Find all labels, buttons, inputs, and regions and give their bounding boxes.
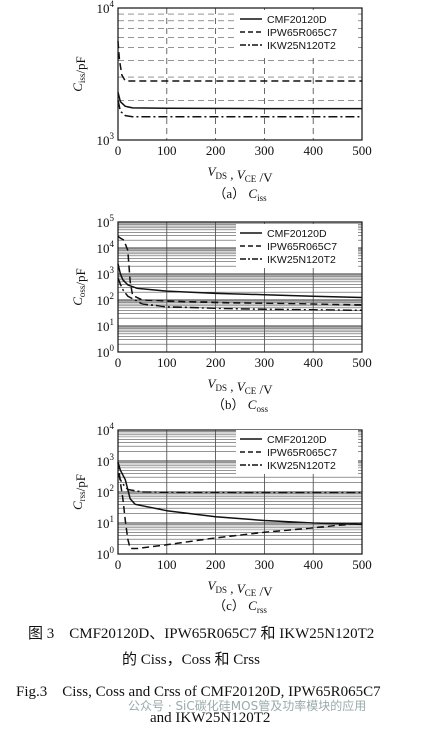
y-tick-label: 100 [97, 343, 115, 360]
x-tick-label: 300 [255, 143, 275, 158]
x-tick-label: 200 [206, 557, 226, 572]
series-line-ipw65r065c7 [117, 41, 362, 82]
x-tick-label: 200 [206, 143, 226, 158]
plot-frame [117, 7, 363, 141]
x-tick-label: 100 [157, 557, 177, 572]
x-tick-label: 300 [255, 557, 275, 572]
legend-label: IKW25N120T2 [267, 40, 336, 52]
caption-en-line2: and IKW25N120T2 [150, 710, 271, 726]
x-tick-label: 400 [303, 355, 323, 370]
y-tick-label: 102 [97, 483, 115, 500]
y-tick-label: 104 [97, 0, 115, 16]
caption-en-line1: Fig.3 Ciss, Coss and Crss of CMF20120D, … [16, 684, 381, 700]
chart-crss: 0 100 200 300 400 500100101102103104Crss/pFVD… [70, 421, 372, 615]
x-tick-label: 300 [255, 355, 275, 370]
x-tick-label: 400 [303, 143, 323, 158]
watermark-text: 公众号 · SiC碳化硅MOS管及功率模块的应用 [128, 699, 367, 713]
plot-frame [117, 221, 363, 353]
x-tick-label: 0 [115, 143, 122, 158]
series-line-ikw25n120t2 [117, 100, 362, 118]
legend-label: IKW25N120T2 [267, 254, 336, 266]
chart-ciss: 0 100 200 300 400 500 103 104 Ciss/pF VDS , VCE /… [70, 0, 372, 203]
x-tick-label: 500 [352, 355, 372, 370]
y-tick-label: 101 [97, 317, 115, 334]
series-line-ipw65r065c7 [117, 235, 363, 306]
y-axis-label: Crss/pF [70, 474, 88, 510]
x-tick-label: 100 [157, 143, 177, 158]
series-line-cmf20120d [117, 263, 363, 299]
y-tick-label: 103 [97, 131, 115, 148]
chart-coss: 0 100 200 300 400 500100101102103104105Coss/p… [70, 213, 372, 414]
y-axis-label: Ciss/pF [70, 56, 88, 92]
y-tick-label: 103 [97, 265, 115, 282]
chart-subtitle: （b） Coss [212, 397, 268, 414]
x-tick-label: 500 [352, 143, 372, 158]
series-line-cmf20120d [117, 462, 363, 526]
y-tick-label: 102 [97, 291, 115, 308]
caption-cn-line2: 的 Ciss，Coss 和 Crss [122, 652, 260, 668]
x-axis-label: VDS , VCE /V [208, 376, 274, 397]
x-axis-label: VDS , VCE /V [208, 578, 274, 599]
y-axis-label: Coss/pF [70, 268, 88, 306]
y-tick-label: 103 [97, 452, 115, 469]
x-tick-label: 100 [157, 355, 177, 370]
y-tick-label: 104 [97, 421, 115, 438]
legend-label: IPW65R065C7 [267, 447, 337, 459]
x-axis-label: VDS , VCE /V [208, 164, 274, 185]
legend-label: CMF20120D [267, 14, 327, 26]
chart-subtitle: （a） Ciss [213, 186, 267, 203]
series-line-ipw65r065c7 [117, 462, 363, 550]
x-tick-label: 200 [206, 355, 226, 370]
x-tick-label: 0 [115, 355, 122, 370]
x-tick-label: 400 [303, 557, 323, 572]
legend-label: IPW65R065C7 [267, 241, 337, 253]
x-tick-label: 500 [352, 557, 372, 572]
caption-cn-line1: 图 3 CMF20120D、IPW65R065C7 和 IKW25N120T2 [28, 626, 375, 642]
legend-label: IKW25N120T2 [267, 460, 336, 472]
y-tick-label: 101 [97, 514, 115, 531]
y-tick-label: 104 [97, 239, 115, 256]
series-line-ikw25n120t2 [117, 473, 362, 494]
series-line-ikw25n120t2 [117, 277, 363, 312]
legend-label: IPW65R065C7 [267, 27, 337, 39]
legend-label: CMF20120D [267, 434, 327, 446]
series-line-cmf20120d [117, 92, 362, 110]
y-tick-label: 105 [97, 213, 115, 230]
y-tick-label: 100 [97, 545, 115, 562]
chart-subtitle: （c） Crss [213, 598, 267, 615]
legend-label: CMF20120D [267, 228, 327, 240]
x-tick-label: 0 [115, 557, 122, 572]
